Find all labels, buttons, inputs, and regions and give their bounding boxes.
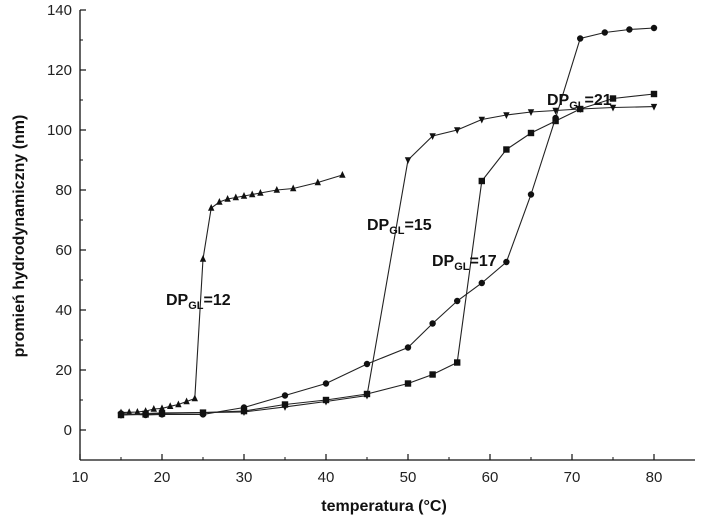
series-line xyxy=(120,93,655,416)
data-point xyxy=(650,24,658,32)
data-point xyxy=(216,198,223,205)
data-point xyxy=(503,258,510,266)
data-point xyxy=(650,103,658,111)
data-point xyxy=(134,408,141,415)
series-square xyxy=(117,90,658,419)
series-label-dpgl-15: DPGL=15 xyxy=(367,217,432,237)
data-point xyxy=(478,177,485,185)
y-tick-label: 120 xyxy=(47,62,72,79)
data-point xyxy=(527,129,535,137)
data-point xyxy=(609,95,617,102)
data-point xyxy=(199,411,207,418)
data-point xyxy=(503,112,510,119)
data-point xyxy=(577,105,584,113)
data-point xyxy=(183,397,190,405)
data-point xyxy=(199,255,207,262)
y-tick-label: 40 xyxy=(55,302,72,319)
data-point xyxy=(240,192,248,199)
axes: 10 20 30 40 50 60 70 80 0 20 40 60 80 100 120 140 xyxy=(47,2,695,486)
data-point xyxy=(290,184,297,192)
data-point xyxy=(552,114,559,122)
x-axis-title: temperatura (°C) xyxy=(321,498,447,515)
y-tick-label: 140 xyxy=(47,2,72,19)
data-point xyxy=(281,392,289,399)
series-circle xyxy=(117,24,658,419)
y-tick-label: 0 xyxy=(64,422,72,439)
data-point xyxy=(150,405,157,412)
data-point xyxy=(650,90,658,98)
x-tick-label: 40 xyxy=(318,469,335,486)
data-point xyxy=(117,410,125,417)
data-point xyxy=(273,186,280,193)
data-point xyxy=(126,408,133,415)
data-point xyxy=(527,191,535,198)
data-point xyxy=(191,394,198,402)
series-label-dpgl-17: DPGL=17 xyxy=(432,253,497,273)
x-tick-label: 10 xyxy=(72,469,89,486)
data-point xyxy=(454,359,461,366)
series-line xyxy=(120,174,343,414)
data-point xyxy=(158,411,166,418)
data-point xyxy=(322,396,330,404)
data-point xyxy=(232,193,239,201)
series-layer xyxy=(117,24,658,419)
data-point xyxy=(404,380,412,387)
data-point xyxy=(363,360,371,368)
data-point xyxy=(240,404,248,411)
data-point xyxy=(527,109,535,116)
data-point xyxy=(142,411,149,419)
series-triangle-up xyxy=(117,171,346,416)
data-point xyxy=(363,390,371,398)
data-point xyxy=(281,401,289,408)
y-tick-label: 60 xyxy=(55,242,72,259)
data-point xyxy=(208,204,215,211)
data-point xyxy=(224,195,231,202)
x-tick-label: 30 xyxy=(236,469,253,486)
data-point xyxy=(339,171,346,178)
y-tick-label: 80 xyxy=(55,182,72,199)
data-point xyxy=(552,107,559,115)
y-axis-title: promień hydrodynamiczny (nm) xyxy=(11,115,28,358)
data-point xyxy=(429,133,436,140)
x-tick-label: 50 xyxy=(400,469,417,486)
x-tick-label: 20 xyxy=(154,469,171,486)
data-point xyxy=(601,29,608,36)
y-tick-label: 100 xyxy=(47,122,72,139)
data-point xyxy=(478,116,485,124)
x-tick-label: 80 xyxy=(646,469,663,486)
data-point xyxy=(577,35,584,42)
data-point xyxy=(240,407,248,415)
data-point xyxy=(175,400,182,408)
data-point xyxy=(626,26,633,33)
x-tick-label: 70 xyxy=(564,469,581,486)
data-point xyxy=(257,189,264,196)
data-point xyxy=(454,297,461,305)
data-point xyxy=(478,279,485,287)
data-point xyxy=(429,320,436,327)
series-labels: DPGL=12 DPGL=15 DPGL=17 DPGL=21 xyxy=(166,92,612,312)
data-point xyxy=(404,157,412,164)
series-label-dpgl-12: DPGL=12 xyxy=(166,292,231,312)
data-point xyxy=(314,178,321,186)
data-point xyxy=(322,380,330,387)
series-label-dpgl-21: DPGL=21 xyxy=(547,92,612,112)
data-point xyxy=(249,190,256,198)
series-triangle-down xyxy=(117,103,658,419)
y-tick-label: 20 xyxy=(55,362,72,379)
data-point xyxy=(404,344,412,351)
data-point xyxy=(167,402,174,409)
data-point xyxy=(454,127,461,134)
data-point xyxy=(609,104,617,112)
data-point xyxy=(429,371,436,378)
data-point xyxy=(503,146,510,153)
data-point xyxy=(158,404,166,412)
x-tick-label: 60 xyxy=(482,469,499,486)
